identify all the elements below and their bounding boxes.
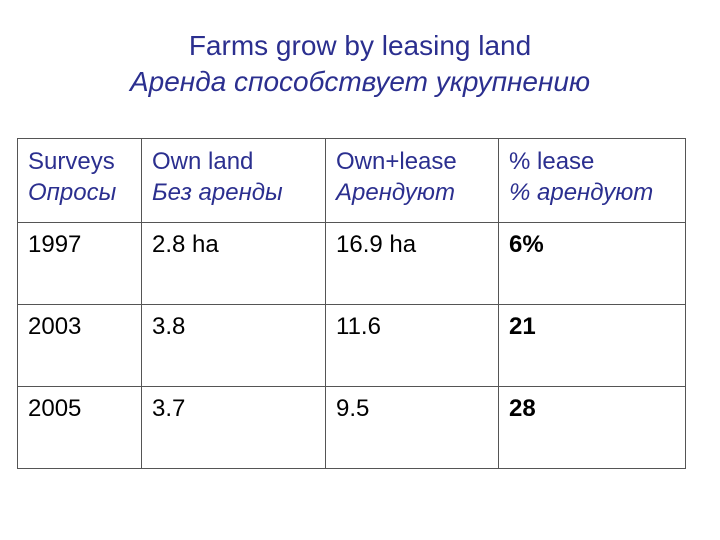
table-row: 2003 3.8 11.6 21 bbox=[17, 304, 686, 387]
cell-own-lease: 16.9 ha bbox=[325, 222, 499, 305]
header-surveys-en: Surveys bbox=[28, 148, 115, 175]
header-surveys: Surveys Опросы bbox=[17, 138, 142, 223]
header-own-lease-ru: Арендуют bbox=[336, 179, 455, 206]
cell-pct-lease: 28 bbox=[498, 386, 686, 469]
title-english: Farms grow by leasing land bbox=[188, 30, 532, 61]
title-russian: Аренда способствует укрупнению bbox=[129, 66, 591, 97]
header-own-land-ru: Без аренды bbox=[152, 179, 283, 206]
header-own-land-en: Own land bbox=[152, 148, 254, 175]
header-own-land: Own land Без аренды bbox=[141, 138, 326, 223]
cell-survey-year: 2003 bbox=[17, 304, 142, 387]
header-pct-lease-en: % lease bbox=[509, 148, 595, 175]
header-pct-lease: % lease % арендуют bbox=[498, 138, 686, 223]
header-own-lease-en: Own+lease bbox=[336, 148, 457, 175]
table-row: 2005 3.7 9.5 28 bbox=[17, 386, 686, 469]
header-surveys-ru: Опросы bbox=[28, 179, 117, 206]
cell-own-lease: 9.5 bbox=[325, 386, 499, 469]
cell-survey-year: 1997 bbox=[17, 222, 142, 305]
cell-own-land: 2.8 ha bbox=[141, 222, 326, 305]
cell-own-land: 3.7 bbox=[141, 386, 326, 469]
cell-own-land: 3.8 bbox=[141, 304, 326, 387]
cell-survey-year: 2005 bbox=[17, 386, 142, 469]
cell-pct-lease: 21 bbox=[498, 304, 686, 387]
cell-pct-lease: 6% bbox=[498, 222, 686, 305]
header-pct-lease-ru: % арендуют bbox=[509, 179, 654, 206]
table-header-row: Surveys Опросы Own land Без аренды Own+l… bbox=[17, 138, 686, 223]
farm-lease-table: Surveys Опросы Own land Без аренды Own+l… bbox=[17, 138, 686, 469]
slide-title: Farms grow by leasing land Аренда способ… bbox=[0, 28, 720, 100]
table-row: 1997 2.8 ha 16.9 ha 6% bbox=[17, 222, 686, 305]
header-own-lease: Own+lease Арендуют bbox=[325, 138, 499, 223]
cell-own-lease: 11.6 bbox=[325, 304, 499, 387]
